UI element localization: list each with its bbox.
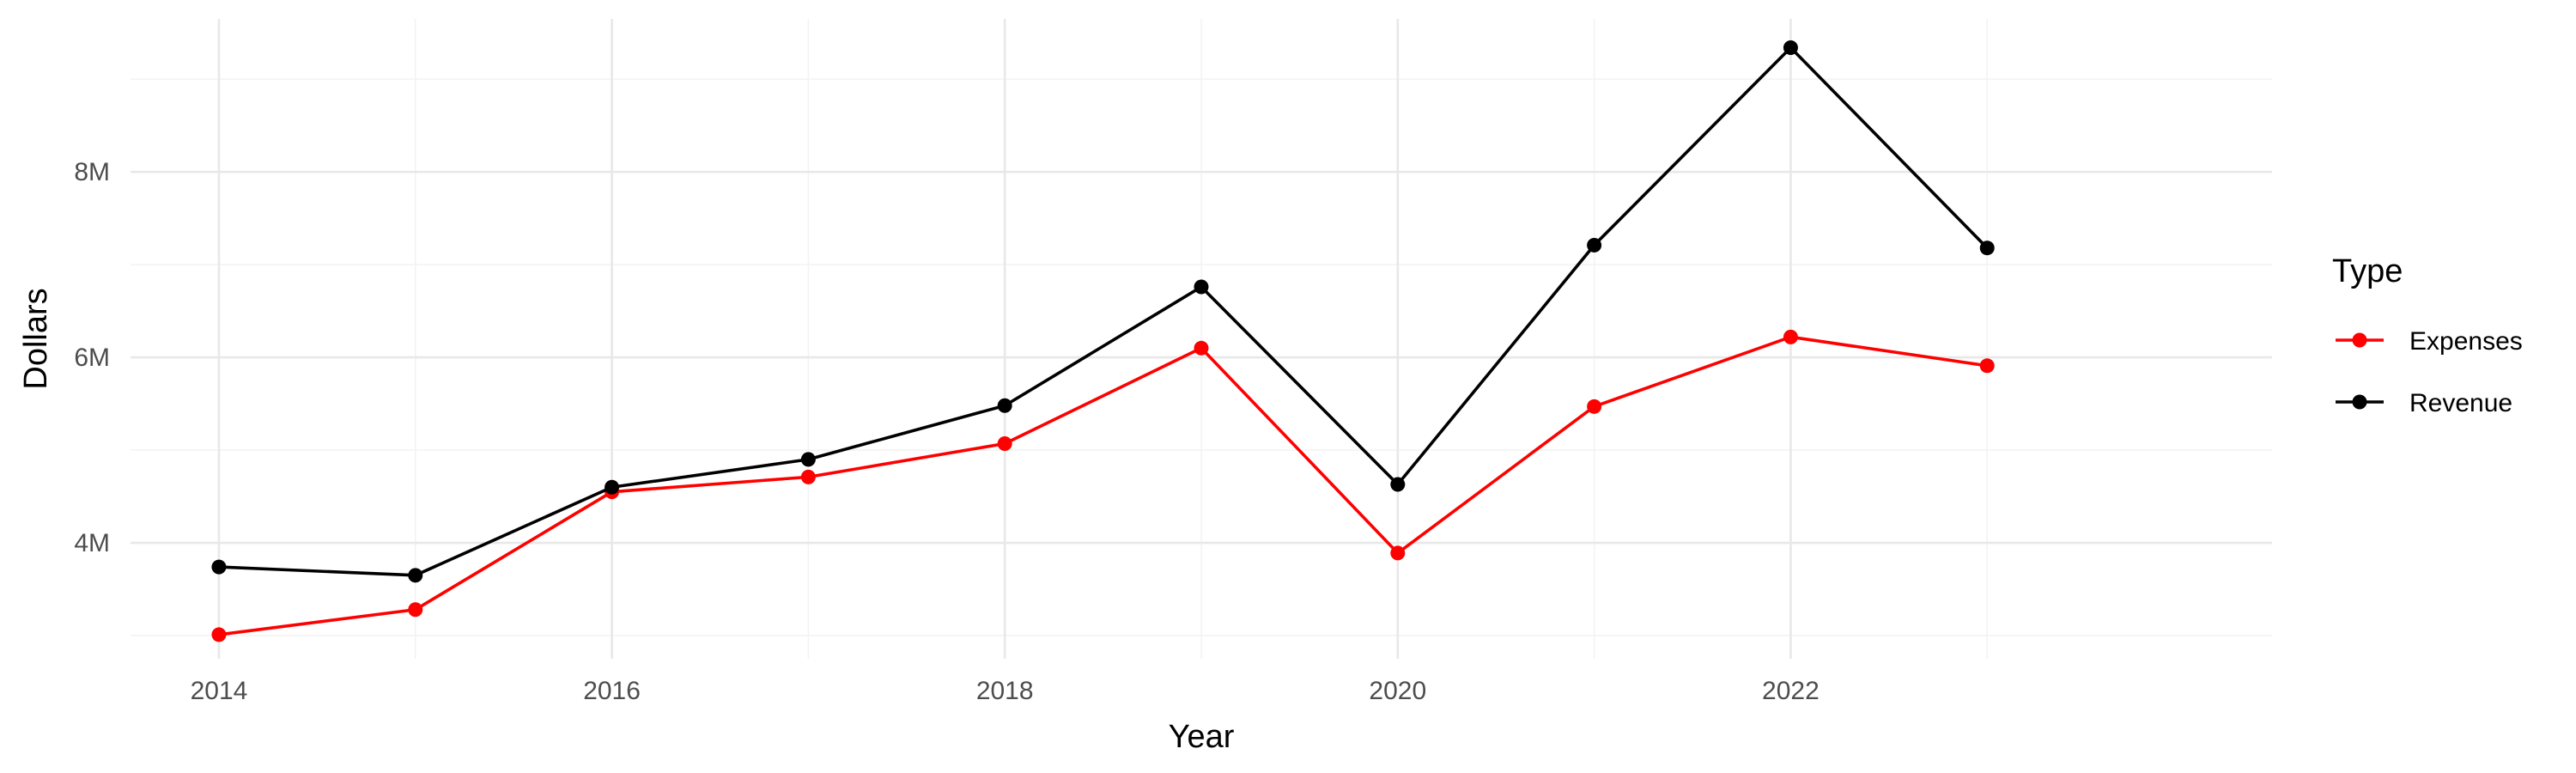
data-point [408,602,423,618]
legend-title: Type [2332,253,2403,289]
series-line [218,46,1989,577]
legend-items: Expenses Revenue [2336,327,2523,417]
y-tick-label: 8M [74,158,110,186]
x-tick-label: 2020 [1369,677,1426,705]
data-point [1587,399,1602,414]
x-tick-label: 2018 [976,677,1034,705]
series-line [218,335,1988,636]
data-point [1783,329,1798,344]
legend: Type Expenses Revenue [2332,253,2523,417]
data-point [1390,477,1406,492]
data-point [1194,340,1209,356]
y-axis-ticks: 4M 6M 8M [74,158,110,557]
x-axis-ticks: 2014 2016 2018 2020 2022 [191,677,1820,705]
data-point [1979,240,1995,256]
legend-label: Revenue [2409,389,2512,417]
legend-item-revenue: Revenue [2336,389,2512,417]
gridlines [131,19,2272,659]
data-point [800,452,816,467]
data-point [211,559,227,575]
y-axis-title: Dollars [18,288,54,389]
data-point [211,627,227,642]
data-point [997,436,1012,452]
x-tick-label: 2014 [191,677,248,705]
series-layer [211,40,1995,642]
x-tick-label: 2022 [1762,677,1820,705]
legend-key-point [2352,332,2367,348]
x-tick-label: 2016 [583,677,641,705]
data-point [408,568,423,583]
data-point [1390,545,1406,561]
data-point [1979,358,1995,374]
data-point [1194,279,1209,295]
data-point [1587,237,1602,253]
x-axis-title: Year [1169,719,1235,755]
legend-item-expenses: Expenses [2336,327,2523,356]
data-point [605,479,620,495]
legend-label: Expenses [2409,327,2523,356]
data-point [1783,40,1798,55]
data-point [800,469,816,484]
y-tick-label: 6M [74,344,110,372]
series-expenses [211,329,1995,642]
legend-key-point [2352,394,2367,410]
y-tick-label: 4M [74,529,110,557]
series-revenue [211,40,1995,583]
data-point [997,398,1012,413]
